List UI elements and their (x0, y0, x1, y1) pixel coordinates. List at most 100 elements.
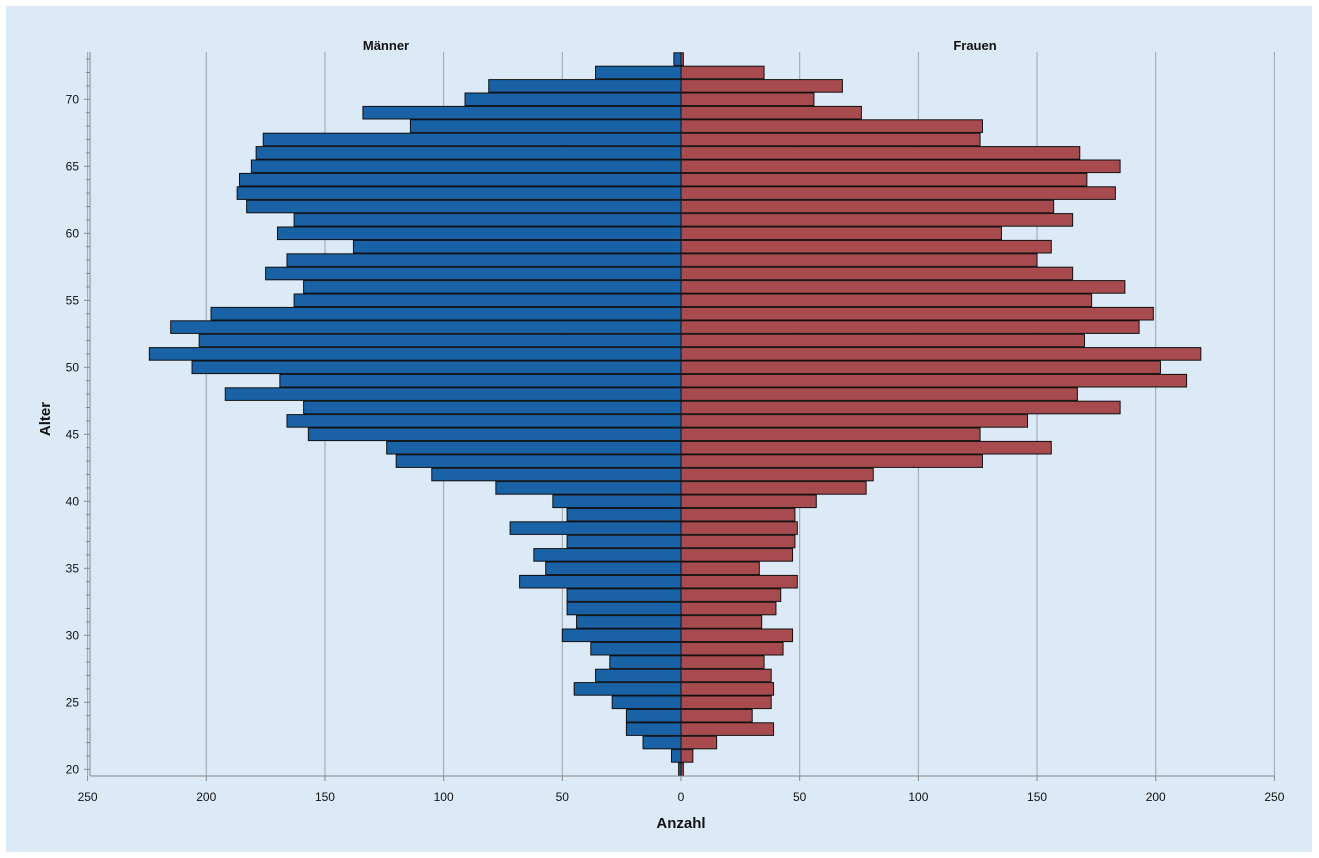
bar-frauen (680, 414, 1029, 428)
bar-frauen (680, 186, 1116, 200)
bar-frauen (680, 280, 1126, 294)
bar-frauen (680, 239, 1052, 254)
axes (84, 52, 1274, 777)
y-tick-label: 50 (66, 360, 80, 374)
y-tick-label: 20 (66, 762, 80, 776)
bar-maenner (566, 601, 682, 616)
bar-maenner (590, 641, 682, 656)
bar-maenner (250, 159, 682, 174)
bar-frauen (680, 373, 1188, 388)
bar-frauen (680, 481, 867, 495)
bar-frauen (680, 159, 1121, 174)
bar-frauen (680, 333, 1086, 348)
bar-frauen (680, 722, 775, 736)
y-tick-label: 55 (66, 293, 80, 307)
x-tick-label: 200 (196, 790, 216, 804)
bar-frauen (680, 615, 763, 629)
y-tick-label: 25 (66, 695, 80, 709)
bar-frauen (680, 306, 1154, 321)
bar-maenner (519, 574, 682, 589)
bar-maenner (495, 481, 682, 495)
bar-maenner (533, 548, 682, 562)
bar-frauen (680, 320, 1140, 334)
y-tick-label: 40 (66, 494, 80, 508)
bar-maenner (576, 615, 682, 629)
bar-maenner (265, 266, 682, 281)
x-tick-label: 0 (678, 790, 685, 804)
bars-maenner (148, 52, 682, 777)
bar-maenner (595, 65, 682, 80)
bar-frauen (680, 65, 765, 80)
bar-maenner (573, 682, 682, 696)
series-label-frauen: Frauen (953, 38, 996, 53)
bar-frauen (680, 79, 843, 93)
bar-frauen (680, 507, 796, 522)
bar-frauen (680, 213, 1074, 227)
bar-maenner (303, 280, 682, 294)
bar-maenner (671, 749, 682, 763)
y-tick-label: 35 (66, 561, 80, 575)
bar-frauen (680, 132, 981, 147)
bar-maenner (625, 722, 682, 736)
bar-frauen (680, 467, 874, 482)
bar-frauen (680, 440, 1052, 455)
bar-maenner (395, 454, 682, 468)
bar-maenner (198, 333, 682, 348)
bar-frauen (680, 762, 684, 777)
x-tick-label: 100 (908, 790, 928, 804)
bar-maenner (279, 373, 682, 388)
bar-frauen (680, 360, 1161, 375)
bar-maenner (191, 360, 682, 375)
population-pyramid-chart: 250 200 150 100 50 0 50 100 150 200 250 20 25 30 35 40… (37, 38, 1285, 832)
bar-frauen (680, 641, 784, 656)
bar-maenner (293, 293, 682, 308)
bar-maenner (566, 588, 682, 602)
bar-frauen (680, 735, 718, 750)
bar-frauen (680, 347, 1202, 361)
bar-frauen (680, 226, 1002, 241)
y-tick-label: 30 (66, 628, 80, 642)
bar-frauen (680, 601, 777, 616)
bar-maenner (170, 320, 682, 334)
bar-frauen (680, 105, 862, 120)
bar-maenner (286, 414, 682, 428)
bar-maenner (210, 306, 682, 321)
bar-frauen (680, 52, 684, 66)
bar-frauen (680, 387, 1078, 401)
bar-frauen (680, 574, 798, 589)
bar-maenner (286, 253, 682, 267)
bar-frauen (680, 695, 772, 710)
bar-maenner (464, 92, 682, 107)
bar-maenner (386, 440, 682, 455)
x-tick-label: 150 (315, 790, 335, 804)
x-tick-label: 50 (793, 790, 807, 804)
x-tick-labels: 250 200 150 100 50 0 50 100 150 200 250 (78, 776, 1285, 804)
bar-maenner (488, 79, 682, 93)
bar-maenner (566, 534, 682, 549)
x-axis-title: Anzahl (656, 815, 705, 832)
y-tick-label: 70 (66, 92, 80, 106)
x-tick-label: 250 (78, 790, 98, 804)
y-tick-label: 45 (66, 427, 80, 441)
bar-maenner (625, 708, 682, 723)
bar-maenner (246, 199, 682, 214)
bar-maenner (642, 735, 682, 750)
bar-frauen (680, 561, 760, 576)
bar-frauen (680, 588, 782, 602)
bar-frauen (680, 548, 794, 562)
bar-maenner (566, 507, 682, 522)
y-axis-title: Alter (37, 402, 54, 436)
bar-maenner (552, 494, 682, 509)
bar-frauen (680, 253, 1038, 267)
bar-maenner (409, 119, 682, 133)
bar-maenner (148, 347, 682, 361)
bar-maenner (224, 387, 682, 401)
bar-maenner (509, 521, 682, 535)
bar-frauen (680, 119, 983, 133)
bar-frauen (680, 92, 815, 107)
bar-frauen (680, 628, 794, 643)
x-tick-label: 250 (1264, 790, 1284, 804)
chart-background: 250 200 150 100 50 0 50 100 150 200 250 20 25 30 35 40… (6, 6, 1312, 852)
bar-frauen (680, 427, 981, 442)
bar-maenner (293, 213, 682, 227)
